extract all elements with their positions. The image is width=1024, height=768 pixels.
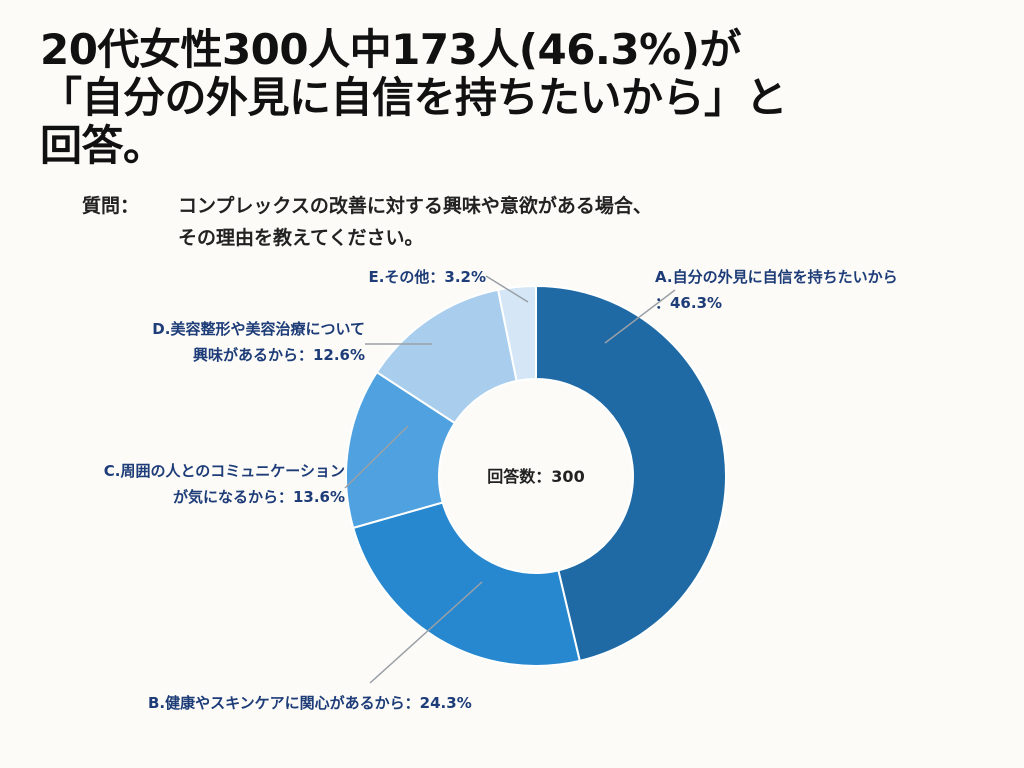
center-label: 回答数：300: [487, 467, 584, 486]
donut-slice-b: [351, 501, 581, 667]
donut-slice-a: [535, 284, 727, 663]
slice-label-e-line-1: E.その他：3.2%: [368, 268, 486, 286]
slice-label-b-line-1: B.健康やスキンケアに関心があるから：24.3%: [148, 694, 472, 712]
leader-line-e: [485, 275, 529, 303]
donut-slice-e: [496, 284, 537, 383]
slice-label-a-line-2: ：46.3%: [655, 294, 722, 312]
question-label: 質問：: [82, 195, 140, 217]
title-line-1: 20代女性300人中173人(46.3%)が: [40, 25, 741, 74]
slice-label-c-line-2: が気になるから：13.6%: [173, 488, 345, 506]
question-text: コンプレックスの改善に対する興味や意欲がある場合、 その理由を教えてください。: [178, 190, 652, 254]
slice-label-d-line-2: 興味があるから：12.6%: [193, 346, 365, 364]
question-line-2: その理由を教えてください。: [178, 227, 424, 249]
question-line-1: コンプレックスの改善に対する興味や意欲がある場合、: [178, 195, 652, 217]
leader-line-a: [604, 289, 676, 344]
title-line-2: 「自分の外見に自信を持ちたいから」と: [40, 73, 788, 122]
slice-label-d-line-1: D.美容整形や美容治療について: [152, 320, 365, 338]
chart-title: 20代女性300人中173人(46.3%)が 「自分の外見に自信を持ちたいから」…: [40, 26, 1000, 170]
leader-line-b: [369, 581, 483, 684]
title-line-3: 回答。: [40, 121, 165, 170]
slice-label-a-line-1: A.自分の外見に自信を持ちたいから: [655, 268, 898, 286]
slice-label-c-line-1: C.周囲の人とのコミュニケーション: [104, 462, 345, 480]
leader-line-c: [344, 425, 409, 489]
